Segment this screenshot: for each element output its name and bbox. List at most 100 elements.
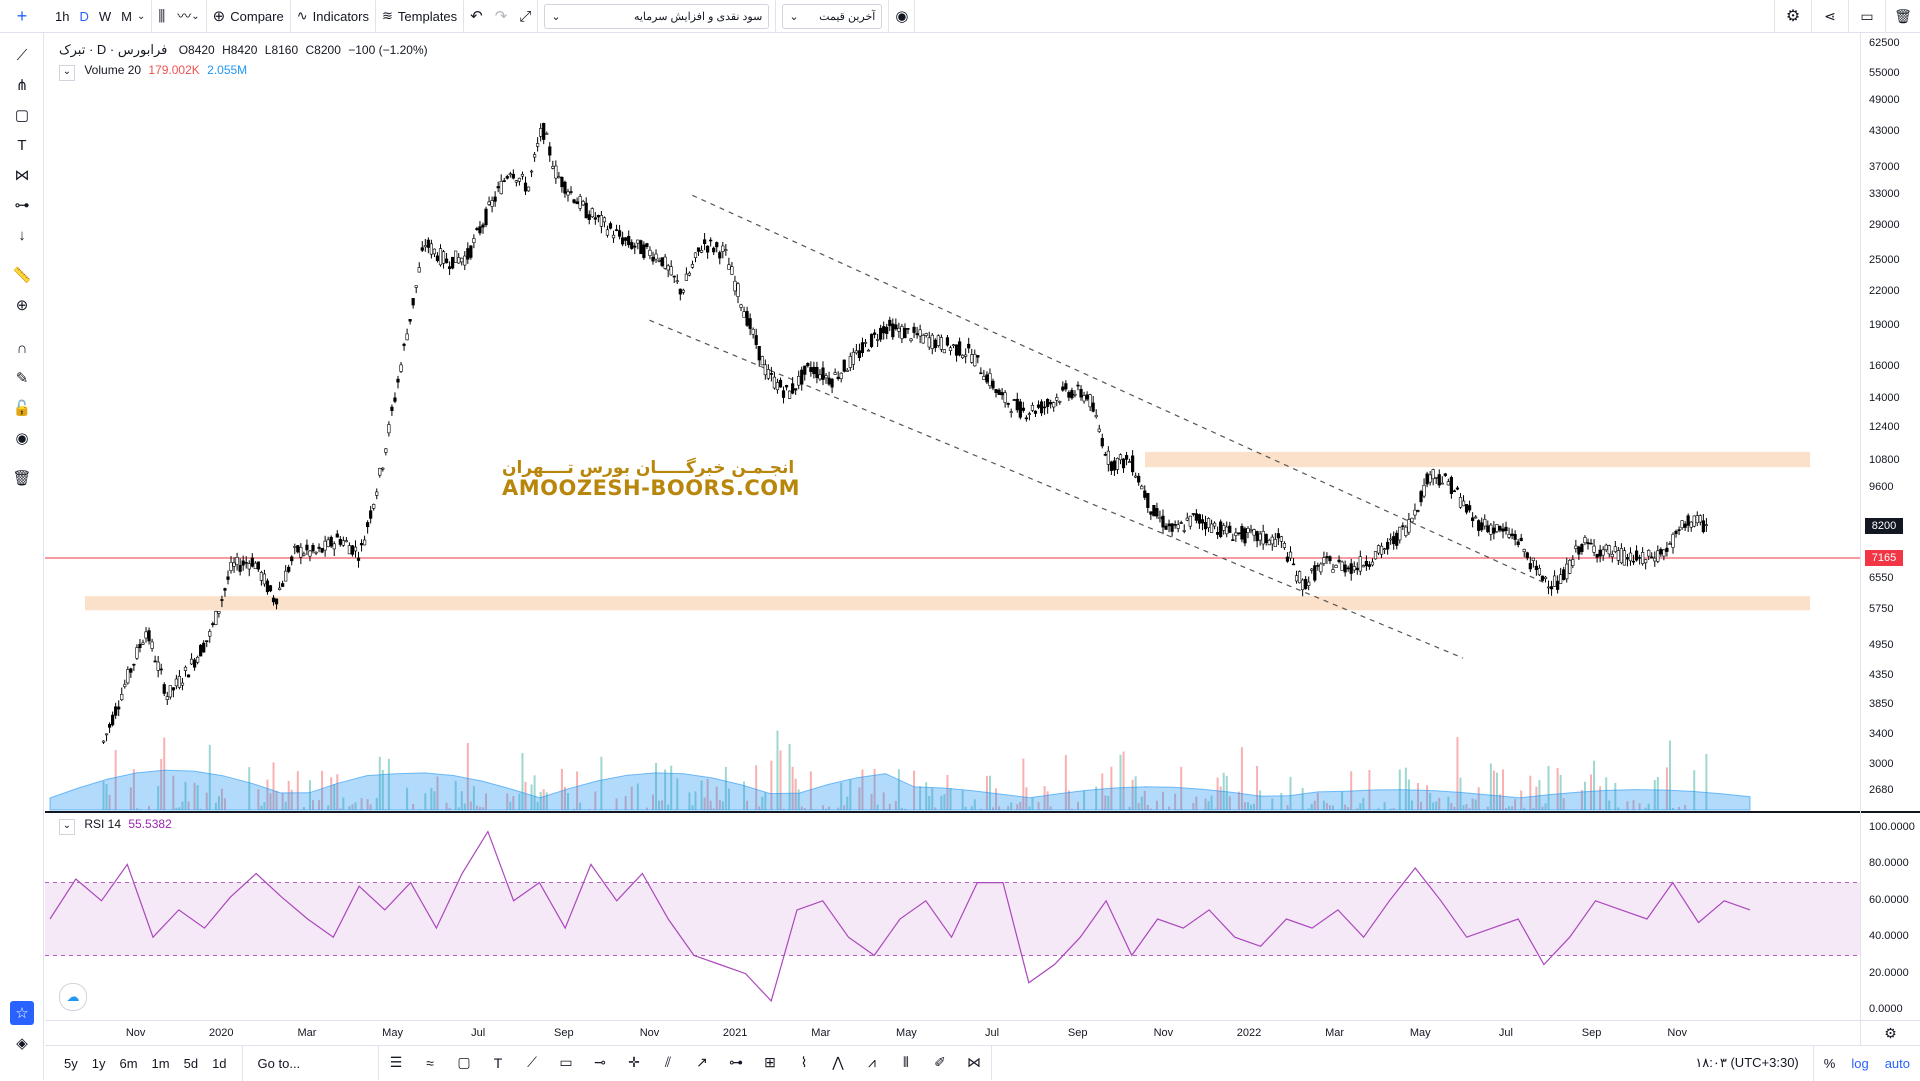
candle [1280,537,1283,542]
candle [536,143,539,146]
auto-toggle[interactable]: auto [1875,1056,1920,1071]
axis-settings-gear-icon[interactable]: ⚙ [1860,1020,1920,1045]
line-type-icon[interactable]: 〰⌄ [171,0,205,33]
trash-icon[interactable]: 🗑 [1886,0,1920,33]
crosshair-icon[interactable]: + [0,0,44,33]
templates-icon: ≋ [382,8,393,24]
wave-ae-icon[interactable]: ⩘ [855,1048,889,1078]
horizontal-segment-icon[interactable]: ⊶ [719,1048,753,1078]
time-label: May [382,1027,403,1039]
candle [1681,521,1684,528]
text-icon[interactable]: T [10,133,34,157]
candle [867,350,870,351]
range-1m[interactable]: 1m [145,1056,177,1071]
horizontal-ray-icon[interactable]: ⊸ [583,1048,617,1078]
price-dropdown[interactable]: ⌄آخرین قیمت [782,4,882,29]
timeframe-m[interactable]: M [116,9,137,24]
indicators-icon: ∿ [297,8,308,24]
candle [697,248,700,252]
percent-toggle[interactable]: % [1814,1056,1846,1071]
arrow-tool-icon[interactable]: ↗ [685,1048,719,1078]
range-1d[interactable]: 1d [205,1056,233,1071]
lock-icon[interactable]: 🔓 [10,396,34,420]
wave-abc-icon[interactable]: ⋀ [821,1048,855,1078]
price-pane[interactable]: تبرک · D · فرابورس O8420 H8420 L8160 C82… [45,33,1860,811]
eye-icon[interactable]: ◉ [889,0,914,33]
candle [1471,518,1474,521]
rsi-value: 55.5382 [128,817,171,831]
magnet-icon[interactable]: ∩ [10,336,34,360]
candle [172,688,175,690]
timezone-label[interactable]: ۱۸:۰۳ (UTC+3:30) [1695,1055,1798,1071]
candle [782,391,785,398]
candle [105,734,108,735]
hide-icon[interactable]: ◉ [10,426,34,450]
candle [776,383,779,390]
text-tool-icon[interactable]: T [481,1048,515,1078]
long-position-icon[interactable]: ⫴ [889,1048,923,1078]
chevron-down-icon[interactable]: ⌄ [137,11,145,22]
horizontal-lines-icon[interactable]: ☰ [379,1048,413,1078]
rectangle-icon[interactable]: ▢ [10,103,34,127]
range-6m[interactable]: 6m [112,1056,144,1071]
ruler-icon[interactable]: 📏 [10,263,34,287]
goto-button[interactable]: Go to... [251,1056,308,1071]
gear-icon[interactable]: ⚙ [1775,0,1811,33]
candle [467,249,470,260]
timeframe-w[interactable]: W [94,9,116,24]
compare-button[interactable]: ⊕Compare [207,0,290,33]
range-1y[interactable]: 1y [85,1056,113,1071]
share-icon[interactable]: ⋖ [1812,0,1848,33]
star-icon[interactable]: ☆ [10,1001,34,1025]
range-5y[interactable]: 5y [57,1056,85,1071]
zoom-icon[interactable]: ⊕ [10,293,34,317]
arrow-down-icon[interactable]: ↓ [10,223,34,247]
trash-icon[interactable]: 🗑 [10,466,34,490]
symbol-dropdown[interactable]: ⌄سود نقدی و افزایش سرمایه [544,4,769,29]
candle [1201,520,1204,524]
collapse-icon[interactable]: ⌄ [59,65,75,81]
candle-type-icon[interactable]: ⫼ [152,0,171,33]
pattern-tool-icon[interactable]: ⋈ [957,1048,991,1078]
price-chart[interactable] [45,33,1860,811]
wave-123-icon[interactable]: ⌇ [787,1048,821,1078]
rsi-chart[interactable] [45,813,1860,1020]
snapshot-icon[interactable]: ▭ [1849,0,1885,33]
candle [1502,529,1505,531]
range-5d[interactable]: 5d [177,1056,205,1071]
rectangle-tool-icon[interactable]: ▢ [447,1048,481,1078]
brush-icon[interactable]: ✐ [923,1048,957,1078]
candle [1262,531,1265,544]
templates-button[interactable]: ≋Templates [376,0,463,33]
price-tick: 62500 [1869,37,1900,49]
parallel-channel-icon[interactable]: ⫽ [651,1048,685,1078]
callout-icon[interactable]: ▭ [549,1048,583,1078]
rsi-pane[interactable]: ⌄ RSI 14 55.5382 ☁ [45,813,1860,1020]
layers-icon[interactable]: ◈ [10,1031,34,1055]
fullscreen-icon[interactable]: ⤢ [513,0,537,33]
candle [163,685,166,694]
timeframe-1h[interactable]: 1h [50,9,74,24]
log-toggle[interactable]: log [1845,1056,1874,1071]
indicators-button[interactable]: ∿Indicators [291,0,375,33]
candle [1304,579,1307,588]
ray-icon[interactable]: ⟋ [515,1048,549,1078]
collapse-icon[interactable]: ⌄ [59,819,75,835]
cross-line-icon[interactable]: ✛ [617,1048,651,1078]
fib-retracement-icon[interactable]: ⊞ [753,1048,787,1078]
pattern-icon[interactable]: ⋈ [10,163,34,187]
candle [931,335,934,349]
pitchfork-icon[interactable]: ⋔ [10,73,34,97]
candle [515,181,518,183]
prediction-icon[interactable]: ⊶ [10,193,34,217]
trend-line-icon[interactable]: ⟋ [10,43,34,67]
candle [1235,533,1238,536]
stay-drawing-icon[interactable]: ✎ [10,366,34,390]
undo-icon[interactable]: ↶ [464,0,489,33]
curve-lines-icon[interactable]: ≈ [413,1048,447,1078]
tradingview-logo-icon[interactable]: ☁ [59,983,87,1011]
timeframe-d[interactable]: D [74,9,93,24]
redo-icon[interactable]: ↷ [489,0,514,33]
